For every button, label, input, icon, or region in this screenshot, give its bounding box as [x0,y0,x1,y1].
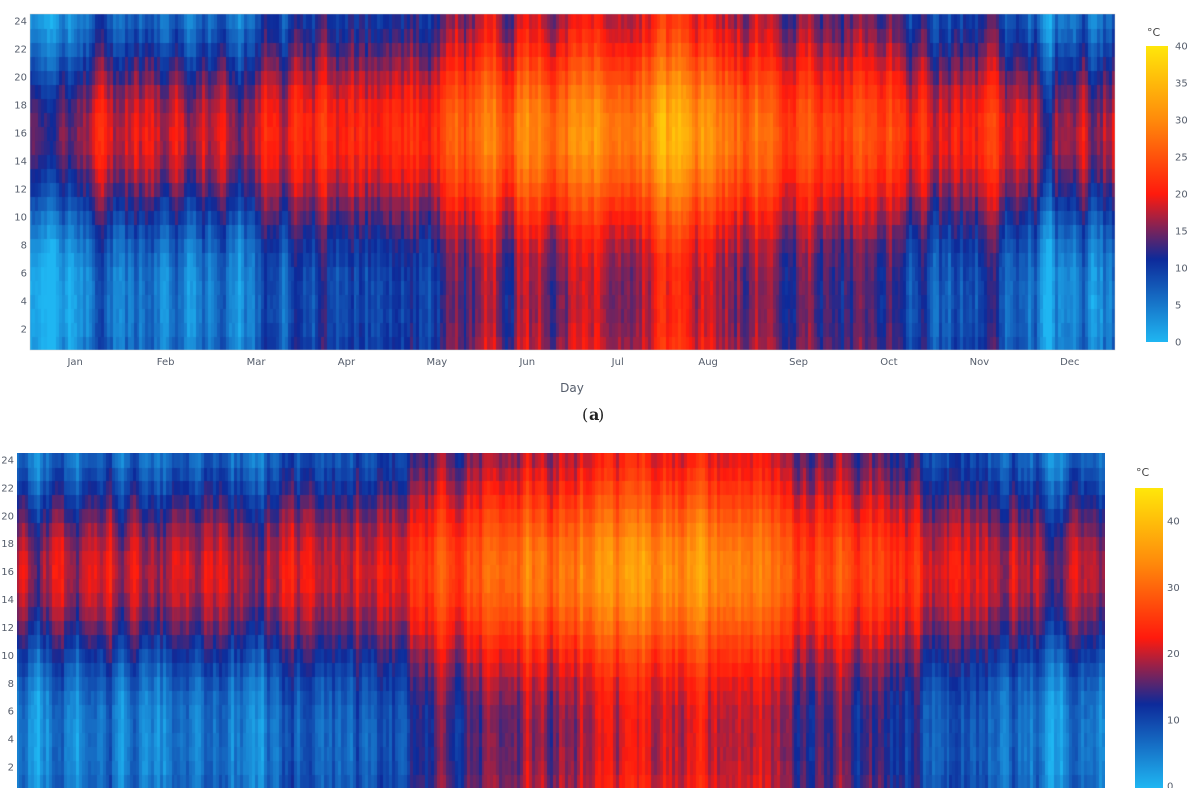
colorbar-tick-label: 15 [1175,227,1188,238]
x-tick-label: Jun [518,357,535,368]
y-tick-label: 4 [21,297,27,308]
heatmap-a-cells [30,14,1115,350]
heatmap-a-frame [29,13,1116,351]
x-tick-label: Jan [66,357,82,368]
colorbar-b-gradient [1135,488,1163,788]
colorbar-b: °C 0 10 20 30 40 [1135,466,1180,788]
y-tick-label: 4 [8,735,14,746]
y-tick-label: 6 [8,707,14,718]
y-tick-label: 12 [14,185,27,196]
colorbar-tick-label: 20 [1175,190,1188,201]
x-axis-title-a: Day [560,381,584,395]
y-tick-label: 6 [21,269,27,280]
y-tick-label: 8 [21,241,27,252]
colorbar-tick-label: 30 [1167,583,1180,594]
y-tick-label: 16 [14,129,27,140]
x-tick-label: Nov [970,357,990,368]
y-tick-label: 22 [1,483,14,494]
y-tick-label: 18 [14,101,27,112]
colorbar-tick-label: 40 [1175,42,1188,53]
y-tick-label: 24 [1,455,14,466]
heatmap-b-cells [17,453,1105,788]
y-tick-label: 18 [1,539,14,550]
y-tick-label: 20 [14,73,27,84]
x-tick-label: Dec [1060,357,1079,368]
y-tick-label: 22 [14,45,27,56]
x-tick-label: Sep [789,357,808,368]
x-tick-label: Apr [338,357,356,368]
colorbar-b-unit: °C [1136,466,1150,479]
y-tick-label: 16 [1,567,14,578]
panel-label-a-close: ) [598,405,604,424]
x-axis-a: Jan Feb Mar Apr May Jun Jul Aug Sep Oct Nov Dec [66,357,1079,368]
colorbar-tick-label: 40 [1167,517,1180,528]
panel-label-a: ( a ) [582,405,604,424]
y-tick-label: 12 [1,623,14,634]
y-tick-label: 2 [21,325,27,336]
y-tick-label: 10 [14,213,27,224]
x-tick-label: Feb [157,357,175,368]
colorbar-a: °C 0 5 10 15 20 25 30 35 40 [1146,26,1188,349]
colorbar-tick-label: 5 [1175,301,1181,312]
colorbar-a-ticks: 0 5 10 15 20 25 30 35 40 [1175,42,1188,349]
panel-label-a-letter: a [589,405,599,424]
colorbar-tick-label: 30 [1175,116,1188,127]
colorbar-tick-label: 0 [1167,782,1173,788]
y-tick-label: 14 [1,595,14,606]
colorbar-tick-label: 10 [1167,715,1180,726]
colorbar-tick-label: 35 [1175,79,1188,90]
y-tick-label: 8 [8,679,14,690]
colorbar-tick-label: 25 [1175,153,1188,164]
colorbar-tick-label: 20 [1167,649,1180,660]
colorbar-a-gradient [1146,46,1168,342]
colorbar-tick-label: 10 [1175,264,1188,275]
y-tick-label: 10 [1,651,14,662]
x-tick-label: Jul [611,357,624,368]
panel-label-a-open: ( [582,405,588,424]
colorbar-tick-label: 0 [1175,338,1181,349]
y-tick-label: 24 [14,17,27,28]
y-tick-label: 14 [14,157,27,168]
y-tick-label: 20 [1,511,14,522]
x-tick-label: Mar [247,357,267,368]
x-tick-label: Aug [698,357,718,368]
colorbar-b-ticks: 0 10 20 30 40 [1167,517,1180,788]
x-tick-label: Oct [880,357,897,368]
x-tick-label: May [427,357,448,368]
colorbar-a-unit: °C [1147,26,1161,39]
y-tick-label: 2 [8,763,14,774]
